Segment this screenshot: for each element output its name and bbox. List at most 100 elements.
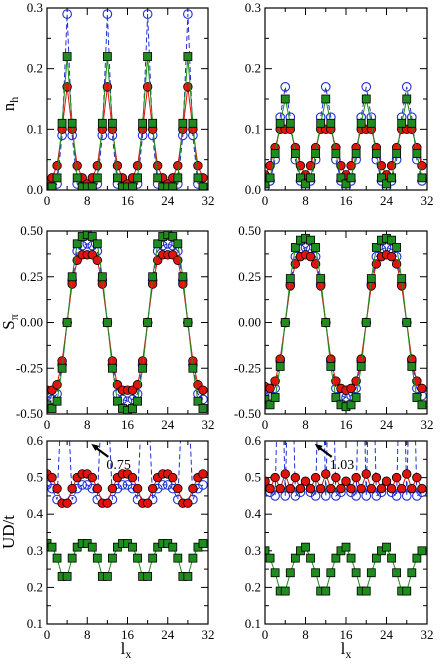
data-point-green — [193, 173, 203, 183]
x-tick-label: 8 — [84, 193, 91, 208]
data-point-green — [397, 118, 407, 128]
x-tick-label: 32 — [202, 627, 215, 642]
x-axis-label-right: lx — [341, 639, 352, 661]
plot-area — [47, 9, 208, 190]
x-tick-label: 32 — [421, 417, 434, 432]
data-point-green — [412, 553, 422, 563]
data-point-green — [280, 318, 290, 327]
data-point-red — [92, 483, 103, 494]
data-point-red — [346, 483, 356, 494]
data-point-open-dashed — [82, 480, 93, 490]
data-point-open-dashed — [162, 238, 173, 249]
data-point-red — [326, 483, 336, 494]
data-point-open-dashed — [357, 279, 366, 288]
data-point-green — [351, 568, 361, 578]
panel-ud-left: 0 8 16 24 32 0.1 0.2 0.3 0.4 0.5 0.6 0.75 — [27, 382, 215, 642]
data-point-green — [97, 272, 107, 282]
panel-frame — [46, 440, 209, 625]
data-point-green — [361, 94, 371, 104]
panel-nh-left: 0 8 16 24 32 0.0 0.1 0.2 0.3 — [27, 0, 215, 208]
y-tick-label: 0.3 — [27, 543, 43, 558]
data-point-red — [366, 483, 377, 494]
data-point-green — [108, 118, 117, 128]
y-tick-label: 0.3 — [245, 0, 261, 15]
data-point-green — [193, 396, 203, 406]
data-point-green — [188, 553, 198, 563]
panel-frame — [264, 230, 428, 415]
data-point-red — [407, 483, 417, 494]
panel-spi-left: 0 8 16 24 32 -0.50 -0.25 0.00 0.25 0.50 — [16, 223, 215, 432]
data-point-green — [108, 363, 117, 373]
data-point-green — [366, 568, 376, 578]
data-point-green — [306, 553, 315, 563]
data-point-green — [296, 173, 305, 183]
data-point-red — [265, 483, 275, 494]
data-point-green — [301, 179, 310, 189]
data-point-green — [392, 149, 402, 159]
data-point-green — [102, 572, 112, 581]
data-point-open-dashed — [408, 279, 417, 288]
data-point-red — [92, 161, 103, 171]
data-point-red — [331, 472, 341, 483]
data-point-green — [153, 173, 163, 183]
data-point-open-dashed — [320, 491, 331, 501]
data-point-green — [87, 232, 97, 241]
y-tick-label: 0.2 — [245, 579, 261, 594]
data-point-open-dashed — [361, 491, 372, 501]
data-point-red — [376, 483, 387, 494]
data-point-green — [183, 52, 193, 61]
x-tick-label: 24 — [161, 627, 175, 642]
series-line-open-dashed — [47, 243, 204, 402]
data-point-green — [57, 363, 67, 373]
data-point-open-dashed — [179, 382, 188, 391]
data-point-green — [188, 363, 198, 373]
data-point-green — [356, 118, 366, 128]
data-point-open-dashed — [270, 491, 280, 501]
y-tick-label: 0.25 — [238, 269, 261, 284]
y-tick-label: 0.2 — [27, 579, 43, 594]
data-point-green — [275, 362, 285, 371]
x-axis-label-right-sub: x — [345, 647, 351, 661]
x-tick-label: 32 — [202, 417, 215, 432]
plot-area — [47, 382, 208, 581]
data-point-red — [386, 251, 397, 262]
y-tick-label: 0.50 — [238, 223, 261, 238]
data-point-open-dashed — [198, 480, 208, 490]
x-tick-label: 24 — [161, 193, 175, 208]
data-point-green — [361, 318, 371, 327]
data-point-green — [183, 318, 193, 327]
annotation-arrow-head — [91, 443, 100, 451]
y-axis-label-spi-sub: π — [7, 314, 21, 320]
data-point-red — [72, 161, 82, 171]
y-tick-label: -0.50 — [234, 406, 261, 421]
data-point-green — [285, 274, 295, 283]
data-point-red — [391, 472, 402, 483]
data-point-green — [371, 149, 381, 159]
y-tick-label: 0.3 — [245, 543, 261, 558]
data-point-green — [402, 94, 412, 104]
data-point-green — [417, 173, 427, 183]
data-point-red — [402, 469, 412, 479]
data-point-red — [270, 472, 280, 483]
data-point-green — [377, 173, 386, 183]
data-point-green — [311, 568, 321, 578]
y-axis-label-nh-sub: h — [7, 97, 21, 103]
data-point-red — [152, 161, 163, 171]
data-point-green — [361, 586, 371, 596]
data-point-green — [311, 243, 321, 252]
data-point-green — [387, 235, 396, 245]
x-axis-label-right-main: l — [341, 639, 346, 658]
data-point-open-dashed — [361, 82, 372, 92]
data-point-green — [331, 553, 341, 563]
y-tick-label: 0.2 — [245, 61, 261, 76]
data-point-green — [387, 173, 396, 183]
y-tick-label: 0.50 — [20, 223, 43, 238]
data-point-open-dashed — [371, 491, 382, 501]
data-point-green — [306, 235, 315, 245]
data-point-green — [62, 318, 72, 327]
data-point-green — [371, 553, 381, 563]
data-point-green — [113, 173, 122, 183]
x-tick-label: 24 — [161, 417, 175, 432]
y-tick-label: 0.00 — [238, 315, 261, 330]
data-point-open-dashed — [280, 491, 291, 501]
